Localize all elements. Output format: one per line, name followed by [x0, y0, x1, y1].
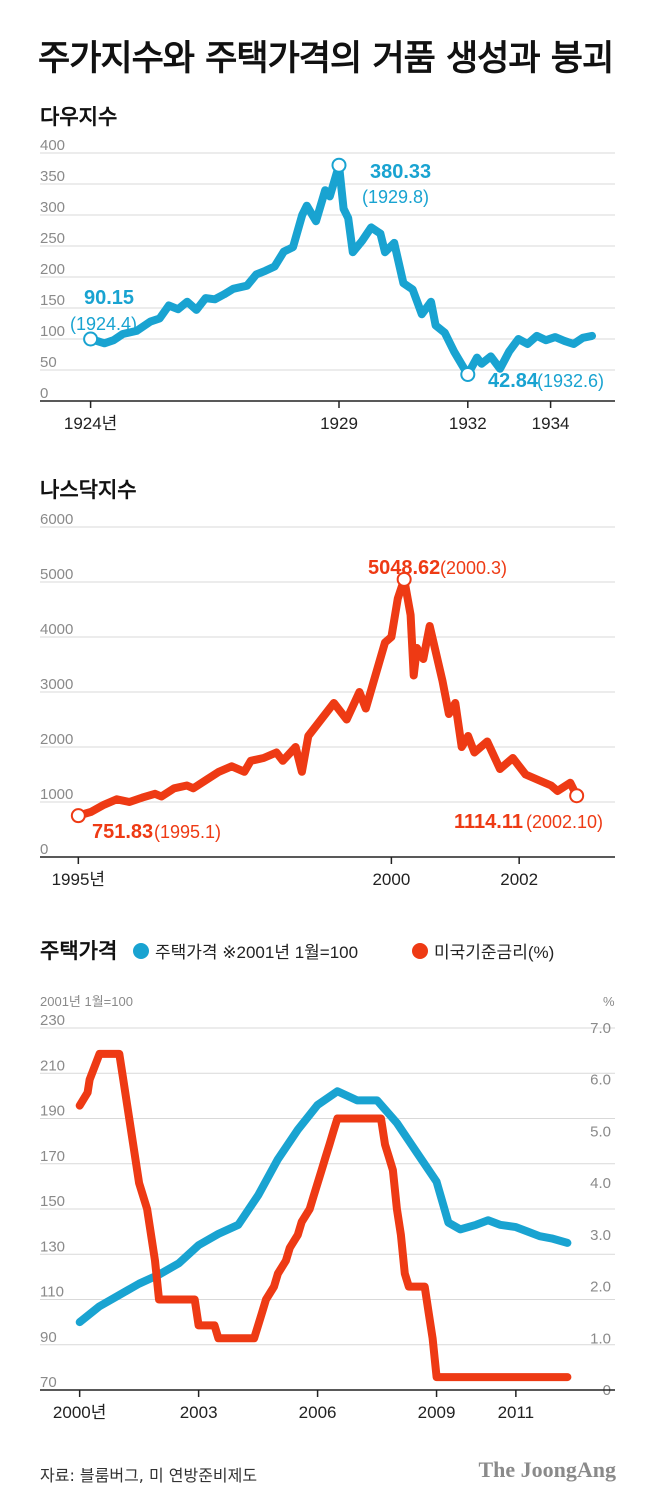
dow-xtick-label: 1924년 [64, 414, 117, 433]
nasdaq-ann-low-value: 1114.11 [454, 811, 523, 833]
dow-ytick-label: 0 [40, 385, 48, 402]
source-note: 자료: 블룸버그, 미 연방준비제도 [40, 1466, 258, 1485]
right-axis-unit: % [603, 994, 615, 1009]
nasdaq-xtick-label: 1995년 [52, 870, 105, 889]
nasdaq-ytick-label: 4000 [40, 621, 73, 638]
housing-series-line-1 [75, 1087, 572, 1327]
nasdaq-ytick-label: 1000 [40, 786, 73, 803]
legend-rate-label: 미국기준금리(%) [434, 943, 554, 962]
housing-title: 주택가격 [40, 939, 117, 963]
dow-ann-peak-value: 380.33 [370, 161, 431, 183]
housing-xtick-label: 2009 [418, 1403, 456, 1422]
housing-xtick-label: 2000년 [53, 1403, 106, 1422]
nasdaq-ann-peak-date: (2000.3) [440, 558, 507, 578]
page-title: 주가지수와 주택가격의 거품 생성과 붕괴 [38, 39, 614, 79]
housing-ytick-label: 130 [40, 1238, 65, 1255]
nasdaq-ann-start-date: (1995.1) [154, 822, 221, 842]
nasdaq-xtick-label: 2000 [372, 870, 410, 889]
nasdaq-point-marker [569, 788, 585, 804]
dow-ann-start-date: (1924.4) [70, 314, 137, 334]
housing-ytick-label: 190 [40, 1103, 65, 1120]
legend-rate-marker [412, 943, 428, 959]
dow-point-marker [331, 157, 347, 173]
housing-xtick-label: 2011 [498, 1403, 535, 1422]
dow-xtick-label: 1929 [320, 414, 358, 433]
housing-ytick-label: 170 [40, 1148, 65, 1165]
housing-ytick-label: 110 [40, 1284, 64, 1301]
dow-ytick-label: 350 [40, 168, 65, 185]
nasdaq-chart: 나스닥지수 0 1000 2000 3000 4000 5000 6000 1995년 2000… [40, 478, 615, 889]
legend-house-marker [133, 943, 149, 959]
nasdaq-series-line-1 [74, 575, 581, 820]
housing-line-layer [75, 1049, 572, 1382]
dow-ytick-label: 100 [40, 323, 65, 340]
housing-ytick-label: 90 [40, 1329, 57, 1346]
dow-ann-start-value: 90.15 [84, 287, 134, 309]
housing-ytick-right-label: 5.0 [590, 1123, 611, 1140]
housing-xtick-label: 2006 [299, 1403, 337, 1422]
dow-ann-low-date: (1932.6) [537, 371, 604, 391]
dow-title: 다우지수 [40, 105, 117, 129]
housing-ytick-label: 70 [40, 1374, 57, 1391]
dow-point-marker [460, 366, 476, 382]
housing-legend: 주택가격 ※2001년 1월=100 미국기준금리(%) [133, 943, 554, 962]
dow-ytick-label: 300 [40, 199, 65, 216]
nasdaq-ann-low-date: (2002.10) [526, 812, 603, 832]
nasdaq-ytick-label: 2000 [40, 731, 73, 748]
nasdaq-annotations: 5048.62 (2000.3) 751.83 (1995.1) 1114.11… [92, 557, 603, 843]
nasdaq-ytick-label: 6000 [40, 511, 73, 528]
nasdaq-line-layer [70, 571, 585, 824]
housing-ytick-right-label: 3.0 [590, 1227, 611, 1244]
nasdaq-point-marker [396, 571, 412, 587]
dow-annotations: 90.15 (1924.4) 380.33 (1929.8) 42.84 (19… [70, 161, 604, 392]
housing-ytick-right-label: 1.0 [590, 1330, 611, 1347]
nasdaq-title: 나스닥지수 [40, 478, 137, 502]
dow-xtick-label: 1934 [532, 414, 570, 433]
dow-ytick-label: 150 [40, 292, 65, 309]
housing-ytick-label: 230 [40, 1012, 65, 1029]
housing-xtick-label: 2003 [180, 1403, 218, 1422]
nasdaq-ytick-label: 5000 [40, 566, 73, 583]
nasdaq-ytick-label: 3000 [40, 676, 73, 693]
dow-point-marker [83, 331, 99, 347]
dow-ytick-label: 200 [40, 261, 65, 278]
housing-chart: 주택가격 주택가격 ※2001년 1월=100 미국기준금리(%) 2001년 … [40, 939, 615, 1422]
dow-grid: 0 50 100 150 200 250 300 350 400 1924년 1929 1932 193… [40, 137, 615, 433]
legend-house-label: 주택가격 ※2001년 1월=100 [155, 943, 358, 962]
dow-ann-low-value: 42.84 [488, 370, 539, 392]
housing-ytick-label: 210 [40, 1057, 65, 1074]
housing-ytick-right-label: 7.0 [590, 1020, 611, 1037]
nasdaq-ann-start-value: 751.83 [92, 821, 153, 843]
nasdaq-ytick-label: 0 [40, 841, 48, 858]
dow-ytick-label: 400 [40, 137, 65, 154]
publisher-logo: The JoongAng [478, 1457, 616, 1482]
dow-series-line-1 [86, 161, 596, 379]
dow-chart: 다우지수 0 50 100 150 200 250 300 350 400 1924년 1929 19… [40, 105, 615, 433]
dow-ann-peak-date: (1929.8) [362, 187, 429, 207]
housing-ytick-label: 150 [40, 1193, 65, 1210]
housing-ytick-right-label: 4.0 [590, 1175, 611, 1192]
housing-series-line-2 [75, 1049, 572, 1382]
nasdaq-ann-peak-value: 5048.62 [368, 557, 440, 579]
dow-ytick-label: 250 [40, 230, 65, 247]
dow-ytick-label: 50 [40, 354, 57, 371]
nasdaq-xtick-label: 2002 [500, 870, 538, 889]
housing-ytick-right-label: 6.0 [590, 1072, 611, 1089]
nasdaq-point-marker [70, 808, 86, 824]
housing-ytick-right-label: 2.0 [590, 1279, 611, 1296]
left-axis-unit: 2001년 1월=100 [40, 994, 133, 1009]
dow-xtick-label: 1932 [449, 414, 487, 433]
dow-line-layer [83, 157, 596, 382]
